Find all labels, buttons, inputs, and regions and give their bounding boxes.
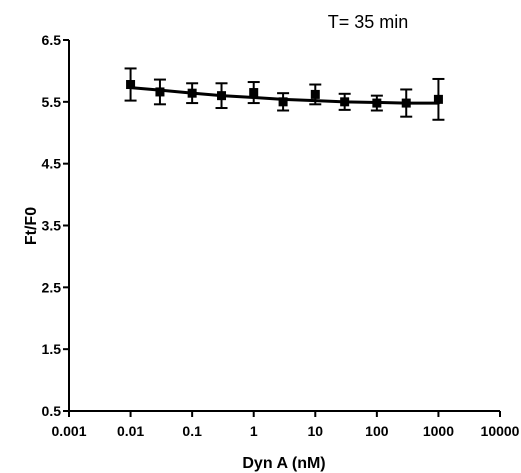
data-point-marker xyxy=(249,88,258,97)
x-tick-label: 0.001 xyxy=(51,423,86,439)
x-tick-label: 1 xyxy=(250,423,258,439)
y-tick-label: 3.5 xyxy=(42,218,62,234)
x-axis-title: Dyn A (nM) xyxy=(242,455,325,472)
y-tick-label: 4.5 xyxy=(42,156,62,172)
data-points-layer xyxy=(125,68,445,119)
y-tick-label: 1.5 xyxy=(42,341,62,357)
data-point-marker xyxy=(402,99,411,108)
y-tick-label: 5.5 xyxy=(42,94,62,110)
x-tick-label: 0.01 xyxy=(117,423,144,439)
data-point-marker xyxy=(217,91,226,100)
y-axis-title: Ft/F0 xyxy=(23,207,40,245)
data-point-marker xyxy=(434,95,443,104)
data-point-marker xyxy=(155,87,164,96)
x-tick-label: 1000 xyxy=(423,423,454,439)
x-tick-label: 100 xyxy=(365,423,389,439)
data-point-marker xyxy=(126,80,135,89)
data-point-marker xyxy=(340,97,349,106)
x-tick-label: 0.1 xyxy=(182,423,202,439)
y-tick-label: 2.5 xyxy=(42,279,62,295)
data-point-marker xyxy=(188,89,197,98)
data-point-marker xyxy=(311,90,320,99)
x-tick-label: 10 xyxy=(307,423,323,439)
data-point-marker xyxy=(372,99,381,108)
data-point-marker xyxy=(279,97,288,106)
y-tick-label: 0.5 xyxy=(42,403,62,419)
x-tick-label: 10000 xyxy=(481,423,520,439)
chart-title: T= 35 min xyxy=(328,12,409,32)
y-tick-label: 6.5 xyxy=(42,32,62,48)
